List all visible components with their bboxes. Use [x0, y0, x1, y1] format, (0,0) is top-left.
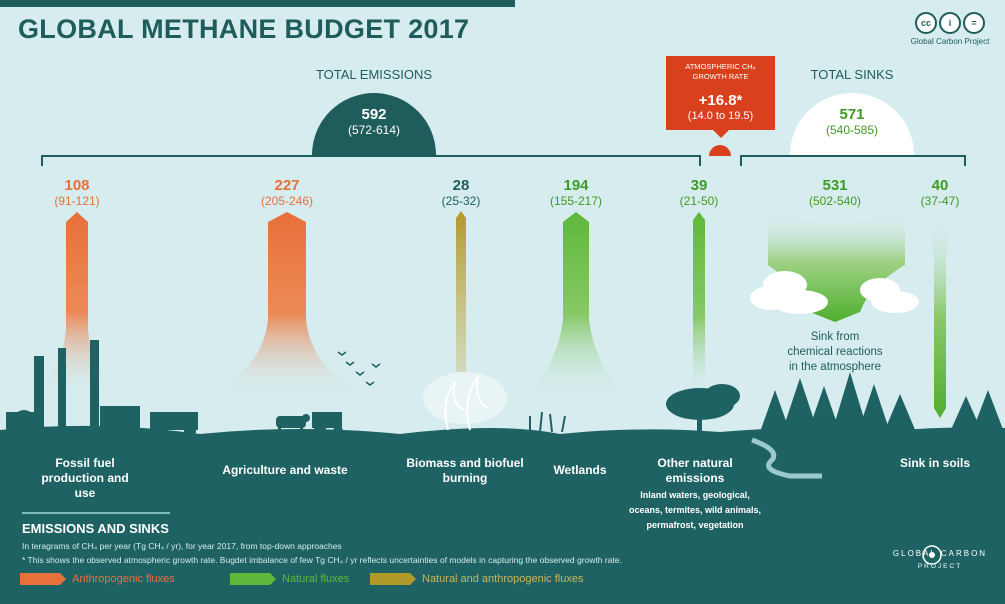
other-range: (21-50) — [679, 194, 719, 208]
wetlands-value-block: 194 (155-217) — [516, 177, 636, 208]
agriculture-label: Agriculture and waste — [222, 463, 348, 477]
gcp-logo-line2: PROJECT — [917, 563, 963, 570]
soil-sink-range: (37-47) — [920, 194, 960, 208]
chemical-sink-range: (502-540) — [808, 194, 862, 208]
total-emissions-range: (572-614) — [347, 123, 401, 137]
chemical-sink-label-line1: Sink from — [810, 331, 860, 343]
biomass-label-line2: burning — [442, 471, 488, 485]
river-icon — [751, 437, 822, 479]
growth-header: ATMOSPHERIC CH₄ GROWTH RATE — [666, 62, 775, 82]
growth-value: +16.8* — [698, 92, 743, 109]
legend-mixed-label: Natural and anthropogenic fluxes — [422, 573, 584, 585]
growth-header-line1: ATMOSPHERIC CH₄ — [685, 62, 756, 71]
tree-icon — [666, 384, 740, 432]
other-details: Inland waters, geological, oceans, termi… — [615, 488, 775, 533]
biomass-value-block: 28 (25-32) — [401, 177, 521, 208]
chemical-sink-value-block: 531 (502-540) — [775, 177, 895, 208]
emissions-dome — [312, 93, 436, 155]
top-bar — [0, 0, 515, 7]
growth-box-pointer — [713, 130, 729, 138]
biomass-label-line1: Biomass and biofuel — [406, 456, 524, 470]
reeds-icon — [529, 411, 566, 433]
soil-sink-label: Sink in soils — [899, 456, 971, 470]
chemical-sink-label-line3: in the atmosphere — [788, 361, 882, 373]
wetlands-range: (155-217) — [549, 194, 603, 208]
total-emissions-header: TOTAL EMISSIONS — [315, 67, 433, 82]
agriculture-value: 227 — [274, 177, 300, 194]
total-emissions-value: 592 — [361, 106, 387, 123]
growth-header-line2: GROWTH RATE — [692, 72, 749, 81]
cow-icon — [276, 414, 310, 434]
fossil-label-line1: Fossil fuel — [55, 456, 115, 470]
no-derivatives-icon: = — [963, 12, 985, 34]
agriculture-range: (205-246) — [260, 194, 314, 208]
fire-icon — [423, 372, 507, 431]
publisher-label: Global Carbon Project — [910, 37, 990, 46]
legend-title: EMISSIONS AND SINKS — [22, 521, 169, 536]
chemical-sink-label: Sink from chemical reactions in the atmo… — [760, 330, 910, 375]
agriculture-flux-arrow — [202, 212, 372, 398]
sinks-bracket — [740, 155, 966, 166]
legend-underline — [22, 512, 170, 514]
page-title: GLOBAL METHANE BUDGET 2017 — [18, 14, 470, 44]
swatch-anthropogenic — [20, 573, 66, 585]
biomass-value: 28 — [452, 177, 470, 194]
growth-box — [666, 56, 775, 130]
biomass-range: (25-32) — [441, 194, 481, 208]
total-sinks-header: TOTAL SINKS — [810, 67, 894, 82]
biomass-label: Biomass and biofuel burning — [395, 456, 535, 486]
other-value-block: 39 (21-50) — [639, 177, 759, 208]
other-details-line1: Inland waters, geological, — [640, 490, 750, 500]
growth-range: (14.0 to 19.5) — [687, 110, 754, 122]
fossil-range: (91-121) — [54, 194, 100, 208]
swatch-natural — [230, 573, 276, 585]
legend-note-units: In teragrams of CH₄ per year (Tg CH₄ / y… — [22, 541, 342, 551]
cloud-icon — [750, 271, 919, 314]
gcp-logo-line1: GLOBAL CARBON — [892, 549, 988, 558]
factory-icon — [6, 340, 140, 432]
legend-anthropogenic-label: Anthropogenic fluxes — [72, 573, 175, 585]
fossil-value: 108 — [64, 177, 90, 194]
other-details-line3: permafrost, vegetation — [646, 520, 744, 530]
fossil-label: Fossil fuel production and use — [30, 456, 140, 501]
agriculture-value-block: 227 (205-246) — [227, 177, 347, 208]
other-value: 39 — [690, 177, 708, 194]
soil-sink-value: 40 — [931, 177, 949, 194]
wetlands-label: Wetlands — [553, 463, 607, 477]
soil-sink-arrow — [920, 212, 960, 418]
other-natural-flux-arrow — [693, 212, 705, 400]
gcp-logo-icon — [922, 545, 942, 565]
soil-sink-value-block: 40 (37-47) — [880, 177, 1000, 208]
chemical-sink-label-line2: chemical reactions — [787, 346, 883, 358]
license-badges: cc i = Global Carbon Project — [906, 12, 994, 46]
swatch-mixed — [370, 573, 416, 585]
ground — [0, 425, 1005, 604]
other-label: Other natural emissions — [640, 456, 750, 486]
chemical-sink-value: 531 — [822, 177, 848, 194]
sinks-dome — [790, 93, 914, 155]
growth-indicator — [709, 145, 731, 156]
total-sinks-value: 571 — [839, 106, 865, 123]
legend-natural-label: Natural fluxes — [282, 573, 350, 585]
forest-icon — [760, 372, 1004, 432]
other-label-line1: Other natural — [657, 456, 733, 470]
emissions-bracket — [41, 155, 701, 166]
other-details-line2: oceans, termites, wild animals, — [628, 505, 762, 515]
fossil-value-block: 108 (91-121) — [17, 177, 137, 208]
birds-icon — [337, 351, 381, 386]
total-sinks-range: (540-585) — [825, 123, 879, 137]
cc-icon: cc — [915, 12, 937, 34]
other-label-line2: emissions — [665, 471, 725, 485]
biomass-flux-arrow — [456, 211, 466, 400]
legend-note-growth: * This shows the observed atmospheric gr… — [22, 555, 622, 565]
fossil-label-line2: production and use — [41, 471, 129, 500]
wetlands-value: 194 — [563, 177, 589, 194]
tractor-icon — [150, 412, 343, 437]
wetlands-flux-arrow — [520, 212, 632, 398]
fossil-flux-arrow — [34, 212, 120, 395]
attribution-icon: i — [939, 12, 961, 34]
